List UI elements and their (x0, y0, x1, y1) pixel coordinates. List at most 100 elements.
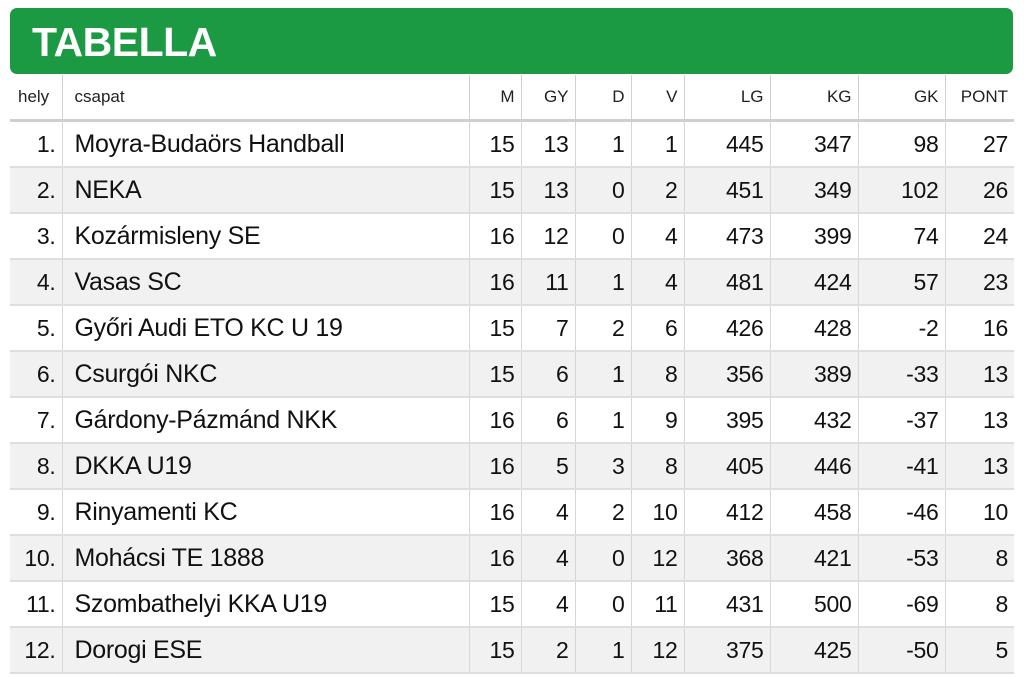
draws-cell: 2 (575, 489, 632, 536)
team-name-cell: NEKA (62, 167, 470, 214)
goals-against-cell: 500 (770, 581, 859, 628)
draws-cell: 1 (575, 627, 632, 674)
points-cell: 26 (945, 167, 1014, 214)
matches-cell: 16 (469, 397, 522, 444)
wins-cell: 4 (521, 581, 576, 628)
matches-cell: 15 (469, 167, 522, 214)
rank-cell: 10. (10, 535, 63, 582)
table-row: 12. Dorogi ESE 15 2 1 12 375 425 -50 5 (10, 627, 1014, 674)
goals-against-cell: 446 (770, 443, 859, 490)
matches-cell: 16 (469, 443, 522, 490)
team-name-cell: Moyra-Budaörs Handball (62, 120, 470, 168)
table-row: 4. Vasas SC 16 11 1 4 481 424 57 23 (10, 259, 1014, 306)
rank-cell: 5. (10, 305, 63, 352)
goal-difference-cell: -46 (858, 489, 946, 536)
goals-against-cell: 425 (770, 627, 859, 674)
losses-cell: 9 (631, 397, 685, 444)
table-row: 10. Mohácsi TE 1888 16 4 0 12 368 421 -53 8 (10, 535, 1014, 582)
goals-against-cell: 349 (770, 167, 859, 214)
table-row: 6. Csurgói NKC 15 6 1 8 356 389 -33 13 (10, 351, 1014, 398)
draws-cell: 0 (575, 581, 632, 628)
losses-cell: 6 (631, 305, 685, 352)
goals-for-cell: 481 (684, 259, 771, 306)
col-header-gy: GY (521, 75, 576, 122)
goals-against-cell: 389 (770, 351, 859, 398)
goals-for-cell: 412 (684, 489, 771, 536)
col-header-d: D (575, 75, 632, 122)
rank-cell: 9. (10, 489, 63, 536)
team-name-cell: Gárdony-Pázmánd NKK (62, 397, 470, 444)
rank-cell: 4. (10, 259, 63, 306)
wins-cell: 11 (521, 259, 576, 306)
wins-cell: 6 (521, 351, 576, 398)
team-name-cell: Szombathelyi KKA U19 (62, 581, 470, 628)
losses-cell: 4 (631, 213, 685, 260)
team-name-cell: Kozármisleny SE (62, 213, 470, 260)
team-name-cell: Csurgói NKC (62, 351, 470, 398)
losses-cell: 12 (631, 535, 685, 582)
table-row: 2. NEKA 15 13 0 2 451 349 102 26 (10, 167, 1014, 214)
draws-cell: 0 (575, 535, 632, 582)
rank-cell: 3. (10, 213, 63, 260)
rank-cell: 12. (10, 627, 63, 674)
table-row: 9. Rinyamenti KC 16 4 2 10 412 458 -46 10 (10, 489, 1014, 536)
losses-cell: 4 (631, 259, 685, 306)
goal-difference-cell: -2 (858, 305, 946, 352)
team-name-cell: Dorogi ESE (62, 627, 470, 674)
goals-for-cell: 426 (684, 305, 771, 352)
points-cell: 5 (945, 627, 1014, 674)
table-row: 1. Moyra-Budaörs Handball 15 13 1 1 445 347 98 27 (10, 120, 1014, 168)
losses-cell: 10 (631, 489, 685, 536)
wins-cell: 13 (521, 167, 576, 214)
points-cell: 8 (945, 581, 1014, 628)
col-header-csapat: csapat (62, 75, 470, 122)
matches-cell: 15 (469, 351, 522, 398)
table-row: 11. Szombathelyi KKA U19 15 4 0 11 431 500 -69 8 (10, 581, 1014, 628)
points-cell: 10 (945, 489, 1014, 536)
team-name-cell: Győri Audi ETO KC U 19 (62, 305, 470, 352)
team-name-cell: Mohácsi TE 1888 (62, 535, 470, 582)
col-header-pont: PONT (945, 75, 1014, 122)
table-row: 5. Győri Audi ETO KC U 19 15 7 2 6 426 428 -2 16 (10, 305, 1014, 352)
losses-cell: 12 (631, 627, 685, 674)
losses-cell: 8 (631, 351, 685, 398)
draws-cell: 1 (575, 120, 632, 168)
rank-cell: 8. (10, 443, 63, 490)
goals-against-cell: 424 (770, 259, 859, 306)
goals-for-cell: 356 (684, 351, 771, 398)
goals-for-cell: 473 (684, 213, 771, 260)
goals-against-cell: 432 (770, 397, 859, 444)
wins-cell: 12 (521, 213, 576, 260)
losses-cell: 8 (631, 443, 685, 490)
draws-cell: 1 (575, 351, 632, 398)
points-cell: 13 (945, 351, 1014, 398)
goals-against-cell: 421 (770, 535, 859, 582)
wins-cell: 7 (521, 305, 576, 352)
points-cell: 24 (945, 213, 1014, 260)
rank-cell: 2. (10, 167, 63, 214)
goal-difference-cell: -50 (858, 627, 946, 674)
wins-cell: 6 (521, 397, 576, 444)
matches-cell: 16 (469, 259, 522, 306)
losses-cell: 1 (631, 120, 685, 168)
goal-difference-cell: 57 (858, 259, 946, 306)
points-cell: 27 (945, 120, 1014, 168)
matches-cell: 16 (469, 535, 522, 582)
points-cell: 13 (945, 443, 1014, 490)
matches-cell: 15 (469, 581, 522, 628)
draws-cell: 1 (575, 397, 632, 444)
points-cell: 16 (945, 305, 1014, 352)
col-header-kg: KG (770, 75, 859, 122)
matches-cell: 15 (469, 627, 522, 674)
rank-cell: 11. (10, 581, 63, 628)
goal-difference-cell: -33 (858, 351, 946, 398)
col-header-lg: LG (684, 75, 771, 122)
team-name-cell: Rinyamenti KC (62, 489, 470, 536)
wins-cell: 4 (521, 535, 576, 582)
wins-cell: 5 (521, 443, 576, 490)
points-cell: 13 (945, 397, 1014, 444)
draws-cell: 0 (575, 167, 632, 214)
matches-cell: 15 (469, 305, 522, 352)
goals-for-cell: 375 (684, 627, 771, 674)
title-banner: TABELLA (10, 8, 1013, 74)
